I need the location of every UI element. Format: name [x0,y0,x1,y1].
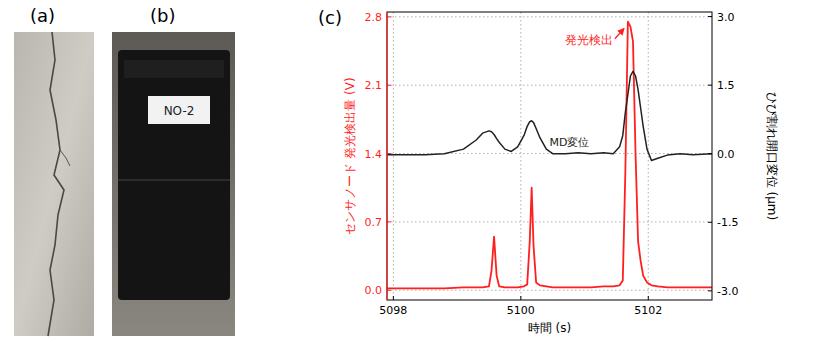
grid-line [387,85,712,86]
panel-b: (b) NO-2 [112,5,235,336]
tick-label: 2.1 [365,79,383,92]
tick-label: 0.0 [717,148,735,161]
annotation: 発光検出 [565,33,613,47]
y-axis-title: センサノード 発光検出量 (V) [343,77,357,234]
plot-frame [387,12,712,300]
box-label: NO-2 [164,104,195,118]
tick [708,153,712,154]
series-line [387,22,712,289]
tick-label: 5102 [634,304,662,317]
panel-a: (a) [14,5,94,336]
crack [48,32,64,336]
tick [387,290,391,291]
grid-line [393,12,394,300]
grid-line [648,12,649,300]
box-sticker [148,96,210,124]
tick-label: 3.0 [717,11,735,24]
grid-line [387,16,712,17]
tick [387,85,391,86]
grid-line [520,12,521,300]
photo-ground [112,32,235,336]
box-seam [118,179,230,181]
annotation: MD変位 [550,136,590,149]
panel-c: (c) 0.0 0.7 1.4 2.1 2.8 -3.0 -1.5 0.0 1.5 3.0 5098 5… [318,7,779,335]
tick-label: 5100 [507,304,535,317]
plot-lines [387,22,712,289]
tick-label: 0.0 [365,284,383,297]
tick [387,16,391,17]
tick-label: 0.7 [365,216,383,229]
panel-label: (c) [318,7,342,28]
box-lid [124,60,224,78]
tick [387,221,391,222]
y2-axis-title: ひび割れ開口変位 (μm) [765,92,779,221]
tick-label: 2.8 [365,11,383,24]
grid-line [387,221,712,222]
tick [520,296,521,300]
panel-label: (a) [30,5,55,26]
tick-label: -1.5 [717,216,738,229]
panel-label: (b) [150,5,175,26]
grid-line [387,290,712,291]
tick [708,222,712,223]
series-line [387,71,712,160]
sensor-box [118,50,230,300]
photo-concrete [14,32,94,336]
x-axis-title: 時間 (s) [528,321,571,335]
figure: (a) (b) NO-2 (c) 0.0 0.7 1.4 2.1 2.8 -3.0 -1.5 0.0 1… [0,0,825,342]
tick-label: 1.4 [365,148,383,161]
annotation-arrow [615,29,624,39]
tick-label: 1.5 [717,79,735,92]
tick [708,85,712,86]
grid [387,12,712,300]
tick [648,296,649,300]
tick [393,296,394,300]
crack-branch [60,150,70,166]
tick-label: -3.0 [717,285,738,298]
tick [708,290,712,291]
tick [387,153,391,154]
left-axis-line [386,12,387,300]
tick [708,16,712,17]
tick-label: 5098 [379,304,407,317]
